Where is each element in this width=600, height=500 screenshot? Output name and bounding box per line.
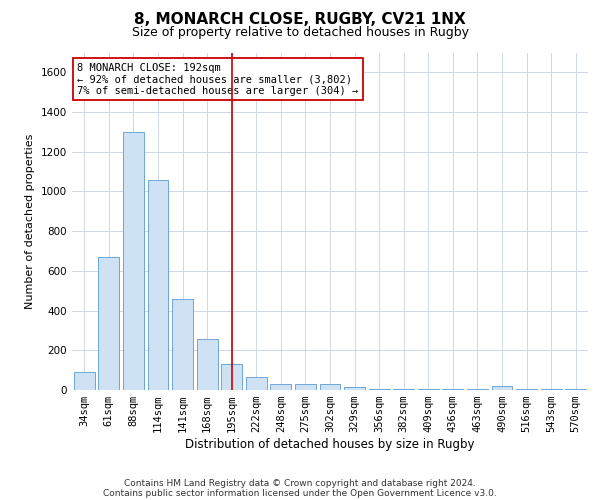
Bar	[320, 384, 340, 390]
Bar	[271, 384, 292, 390]
X-axis label: Distribution of detached houses by size in Rugby: Distribution of detached houses by size …	[185, 438, 475, 451]
Bar	[123, 132, 144, 390]
Text: Size of property relative to detached houses in Rugby: Size of property relative to detached ho…	[131, 26, 469, 39]
Bar	[491, 386, 512, 390]
Bar	[467, 389, 488, 390]
Bar	[98, 257, 119, 390]
Bar	[442, 389, 463, 390]
Bar	[393, 389, 414, 390]
Bar	[516, 389, 537, 390]
Bar	[148, 180, 169, 390]
Bar	[246, 377, 267, 390]
Bar	[565, 389, 586, 390]
Text: 8 MONARCH CLOSE: 192sqm
← 92% of detached houses are smaller (3,802)
7% of semi-: 8 MONARCH CLOSE: 192sqm ← 92% of detache…	[77, 62, 358, 96]
Bar	[418, 389, 439, 390]
Bar	[344, 387, 365, 390]
Bar	[197, 340, 218, 390]
Bar	[541, 389, 562, 390]
Bar	[74, 372, 95, 390]
Text: 8, MONARCH CLOSE, RUGBY, CV21 1NX: 8, MONARCH CLOSE, RUGBY, CV21 1NX	[134, 12, 466, 28]
Bar	[368, 389, 389, 390]
Bar	[221, 364, 242, 390]
Bar	[172, 298, 193, 390]
Bar	[295, 384, 316, 390]
Y-axis label: Number of detached properties: Number of detached properties	[25, 134, 35, 309]
Text: Contains HM Land Registry data © Crown copyright and database right 2024.
Contai: Contains HM Land Registry data © Crown c…	[103, 478, 497, 498]
